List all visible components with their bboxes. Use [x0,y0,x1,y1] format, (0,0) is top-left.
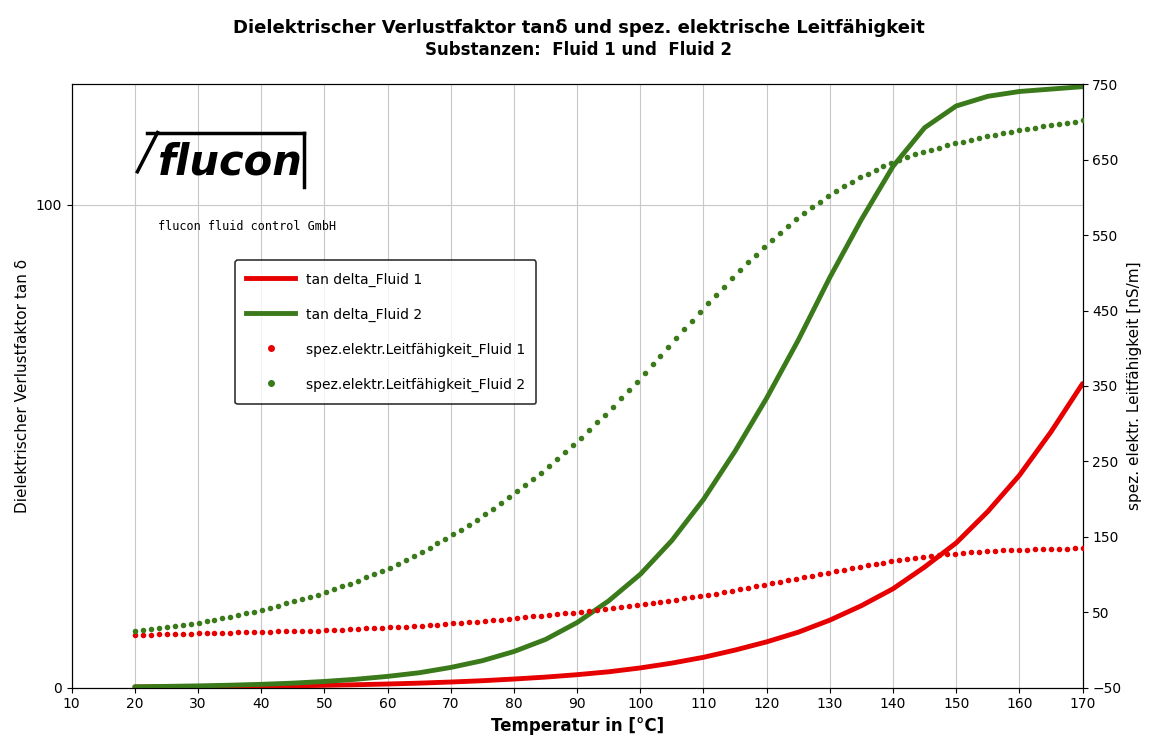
Text: Substanzen:  Fluid 1 und  Fluid 2: Substanzen: Fluid 1 und Fluid 2 [425,41,732,59]
Legend: tan delta_Fluid 1, tan delta_Fluid 2, spez.elektr.Leitfähigkeit_Fluid 1, spez.el: tan delta_Fluid 1, tan delta_Fluid 2, sp… [235,260,537,404]
Text: Dielektrischer Verlustfaktor tanδ und spez. elektrische Leitfähigkeit: Dielektrischer Verlustfaktor tanδ und sp… [233,19,924,37]
Y-axis label: Dielektrischer Verlustfaktor tan δ: Dielektrischer Verlustfaktor tan δ [15,259,30,513]
Text: flucon fluid control GmbH: flucon fluid control GmbH [157,220,336,233]
Y-axis label: spez. elektr. Leitfähigkeit [nS/m]: spez. elektr. Leitfähigkeit [nS/m] [1127,262,1142,510]
Text: flucon: flucon [157,142,302,184]
X-axis label: Temperatur in [°C]: Temperatur in [°C] [491,717,664,735]
